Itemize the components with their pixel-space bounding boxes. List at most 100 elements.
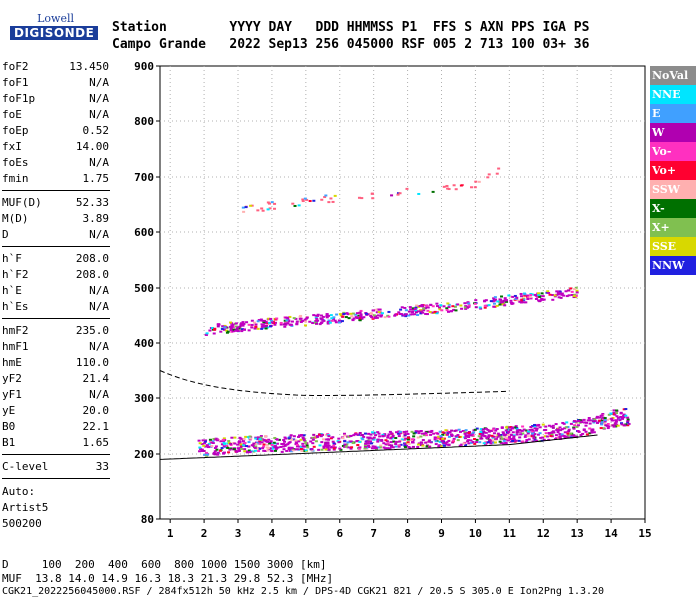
echo-point bbox=[529, 425, 533, 428]
echo-point bbox=[242, 328, 246, 331]
echo-point bbox=[417, 432, 421, 435]
echo-point bbox=[329, 314, 333, 317]
echo-point bbox=[312, 445, 316, 448]
echo-point bbox=[526, 297, 530, 300]
echo-point bbox=[211, 440, 215, 443]
echo-point bbox=[332, 316, 336, 319]
echo-point bbox=[556, 428, 560, 431]
echo-point bbox=[478, 432, 482, 435]
echo-point bbox=[332, 442, 336, 445]
echo-point bbox=[282, 442, 286, 445]
echo-point bbox=[514, 298, 518, 301]
param-key: B1 bbox=[2, 436, 16, 449]
echo-point bbox=[411, 313, 415, 316]
echo-point bbox=[242, 444, 246, 447]
echo-point bbox=[407, 445, 411, 448]
echo-point bbox=[569, 287, 573, 290]
echo-point bbox=[575, 291, 579, 294]
echo-point bbox=[421, 311, 425, 314]
param-key: h`F2 bbox=[2, 268, 29, 281]
echo-point bbox=[459, 304, 463, 307]
echo-point bbox=[486, 176, 490, 179]
echo-point bbox=[509, 299, 513, 302]
echo-point bbox=[567, 430, 571, 433]
echo-point bbox=[570, 434, 574, 437]
echo-point bbox=[275, 442, 279, 445]
echo-point bbox=[216, 453, 220, 456]
echo-point bbox=[305, 198, 309, 201]
echo-point bbox=[225, 444, 229, 447]
echo-point bbox=[421, 439, 425, 442]
echo-point bbox=[261, 209, 265, 212]
echo-point bbox=[323, 196, 327, 199]
echo-point bbox=[567, 294, 571, 297]
echo-point bbox=[260, 441, 264, 444]
digisonde-logo: Lowell DIGISONDE bbox=[4, 10, 104, 44]
echo-point bbox=[286, 322, 290, 325]
echo-point bbox=[498, 298, 502, 301]
echo-point bbox=[433, 310, 437, 313]
echo-point bbox=[529, 297, 533, 300]
echo-point bbox=[622, 416, 626, 419]
echo-point bbox=[582, 418, 586, 421]
echo-point bbox=[492, 435, 496, 438]
echo-point bbox=[256, 437, 260, 440]
echo-point bbox=[425, 445, 429, 448]
echo-point bbox=[435, 437, 439, 440]
echo-point bbox=[464, 305, 468, 308]
echo-point bbox=[416, 436, 420, 439]
echo-point bbox=[256, 320, 260, 323]
echo-point bbox=[297, 440, 301, 443]
echo-point bbox=[535, 439, 539, 442]
echo-point bbox=[301, 436, 305, 439]
echo-point bbox=[467, 442, 471, 445]
echo-point bbox=[316, 319, 320, 322]
echo-point bbox=[390, 444, 394, 447]
echo-point bbox=[225, 329, 229, 332]
echo-point bbox=[239, 323, 243, 326]
echo-point bbox=[439, 435, 443, 438]
echo-point bbox=[348, 440, 352, 443]
echo-point bbox=[620, 423, 624, 426]
echo-point bbox=[333, 194, 337, 197]
echo-point bbox=[220, 443, 224, 446]
echo-point bbox=[424, 441, 428, 444]
echo-point bbox=[416, 446, 420, 449]
echo-point bbox=[268, 207, 272, 210]
echo-point bbox=[226, 446, 230, 449]
echo-point bbox=[300, 434, 304, 437]
echo-point bbox=[459, 435, 463, 438]
y-tick-label: 900 bbox=[134, 60, 154, 73]
param-row: foE N/A bbox=[2, 108, 109, 124]
echo-point bbox=[343, 445, 347, 448]
echo-point bbox=[400, 313, 404, 316]
echo-point bbox=[496, 300, 500, 303]
echo-point bbox=[204, 451, 208, 454]
echo-point bbox=[441, 431, 445, 434]
echo-point bbox=[524, 441, 528, 444]
echo-point bbox=[526, 432, 530, 435]
echo-point bbox=[292, 317, 296, 320]
echo-point bbox=[368, 436, 372, 439]
echo-point bbox=[287, 447, 291, 450]
param-value: N/A bbox=[89, 284, 109, 297]
echo-point bbox=[564, 426, 568, 429]
echo-point bbox=[353, 433, 357, 436]
echo-point bbox=[383, 433, 387, 436]
y-tick-label: 300 bbox=[134, 392, 154, 405]
echo-point bbox=[525, 294, 529, 297]
echo-point bbox=[612, 411, 616, 414]
legend-item-x-plus: X+ bbox=[650, 218, 696, 237]
echo-point bbox=[593, 420, 597, 423]
echo-point bbox=[202, 449, 206, 452]
echo-point bbox=[510, 426, 514, 429]
echo-point bbox=[342, 432, 346, 435]
echo-point bbox=[413, 313, 417, 316]
echo-point bbox=[399, 308, 403, 311]
param-key: hmF1 bbox=[2, 340, 29, 353]
logo-digisonde-text: DIGISONDE bbox=[10, 26, 99, 40]
echo-point bbox=[402, 435, 406, 438]
echo-point bbox=[287, 446, 291, 449]
echo-point bbox=[450, 310, 454, 313]
echo-point bbox=[603, 417, 607, 420]
